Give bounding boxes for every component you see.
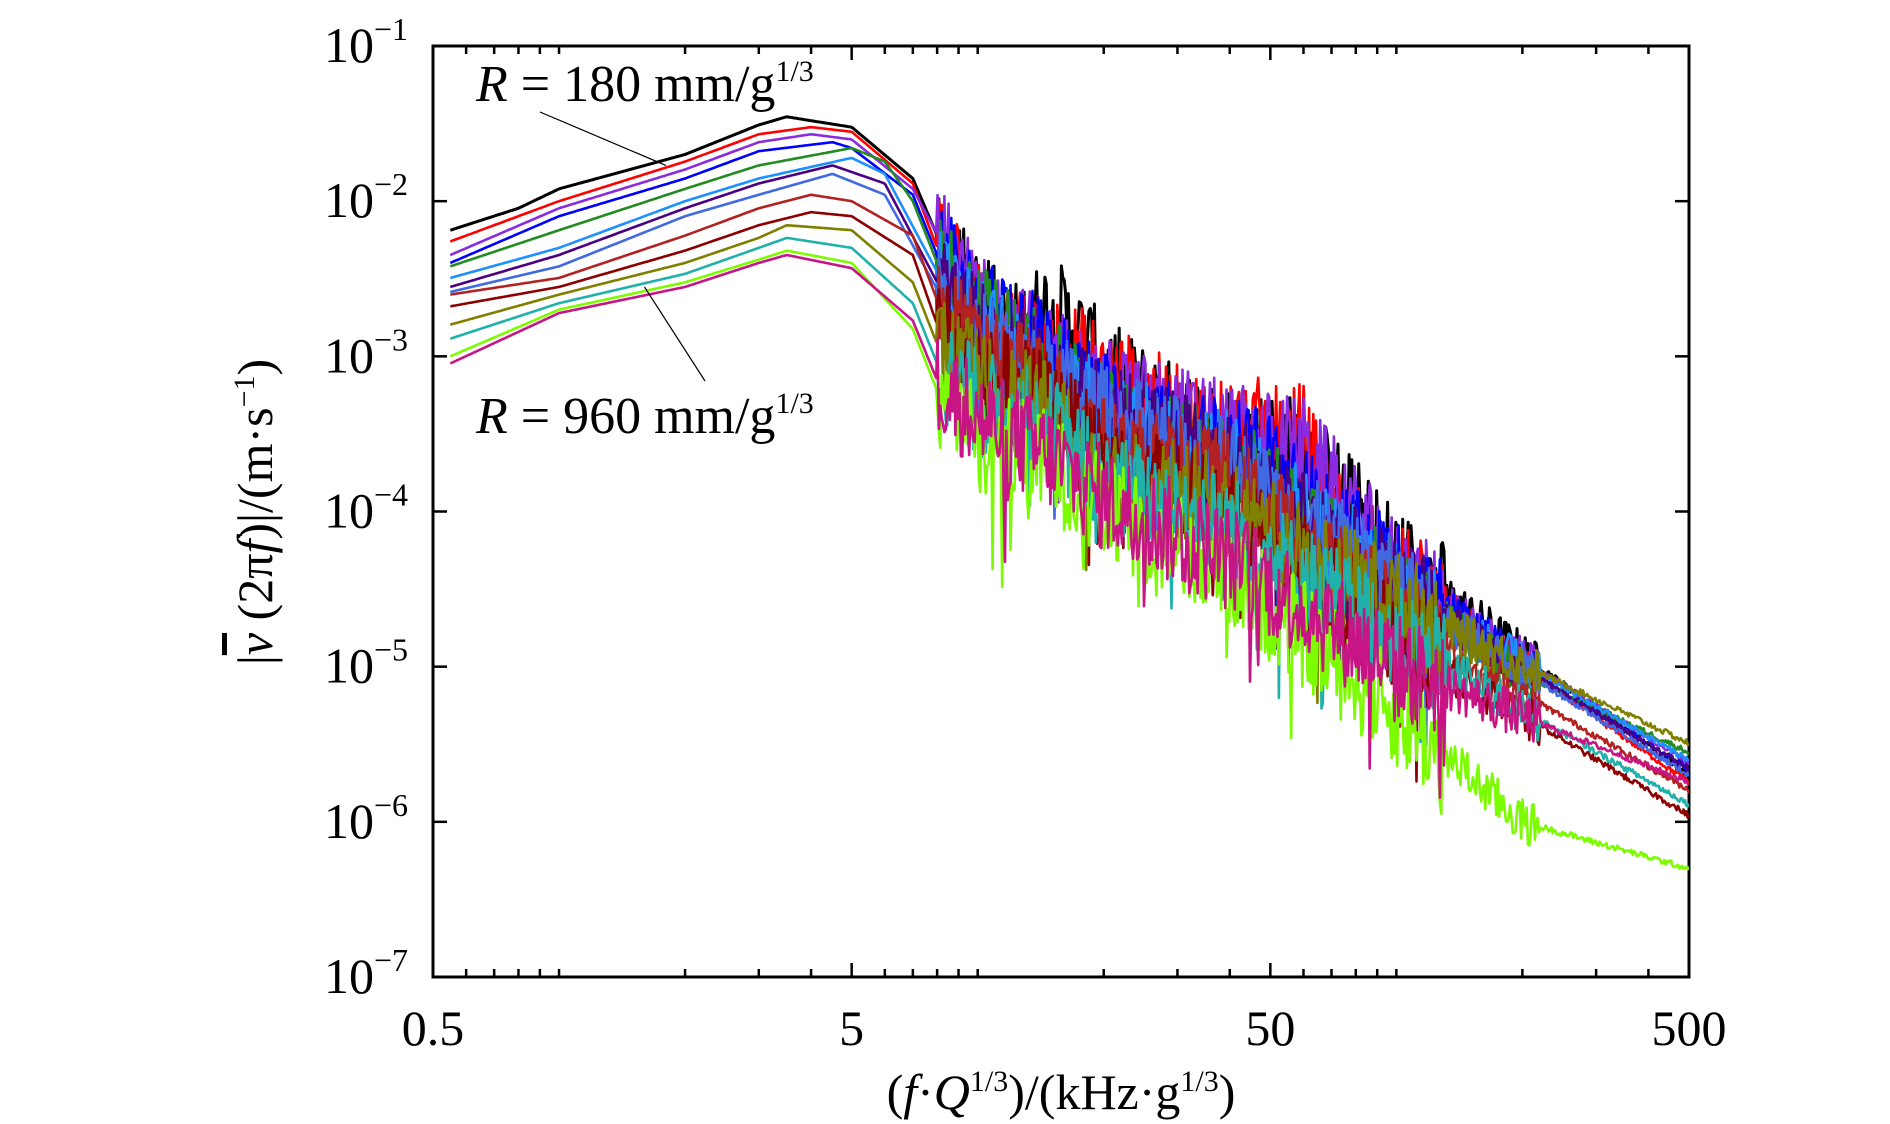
annotation-r960-symbol: R	[475, 388, 508, 445]
annotation-r180-symbol: R	[475, 56, 508, 113]
y-tick-label: 10−2	[324, 166, 408, 228]
annotation-r180: R = 180 mm/g1/3	[475, 55, 814, 166]
x-tick-label: 5	[839, 1000, 864, 1056]
y-tick-label: 10−5	[324, 632, 408, 694]
y-tick-label: 10−4	[324, 477, 408, 539]
x-tick-label: 0.5	[402, 1000, 465, 1056]
y-tick-label: 10−7	[324, 942, 408, 1004]
annotation-r180-text: R = 180 mm/g1/3	[475, 55, 814, 113]
annotation-r960-leader	[643, 286, 706, 382]
tick-label-layer: 0.5 5 50 500 10−7 10−6 10−5 10−4 10−3 10−2 10−1	[324, 11, 1727, 1056]
annotation-r960-exponent: 1/3	[775, 387, 813, 420]
annotation-r960-text: R = 960 mm/g1/3	[475, 387, 814, 445]
y-axis-label: |v (2πf)|/(m·s−1)	[227, 359, 283, 665]
x-tick-label: 500	[1652, 1000, 1727, 1056]
x-axis-label: (f·Q1/3)/(kHz·g1/3)	[887, 1064, 1236, 1120]
annotation-r960: R = 960 mm/g1/3	[475, 286, 814, 445]
series-layer	[449, 115, 1689, 871]
annotation-r180-leader	[539, 111, 667, 166]
annotation-r180-exponent: 1/3	[775, 55, 813, 88]
series-line-14	[449, 253, 1689, 799]
y-tick-label: 10−6	[324, 787, 408, 849]
y-tick-label: 10−3	[324, 321, 408, 383]
plot-frame	[431, 44, 1691, 979]
x-tick-label: 50	[1245, 1000, 1295, 1056]
y-tick-label: 10−1	[324, 11, 408, 73]
series-line-12	[449, 236, 1689, 808]
annotation-r180-label: = 180 mm/g	[508, 56, 776, 113]
annotation-r960-label: = 960 mm/g	[508, 388, 776, 445]
tick-layer	[431, 44, 1691, 979]
series-line-13	[449, 249, 1689, 871]
